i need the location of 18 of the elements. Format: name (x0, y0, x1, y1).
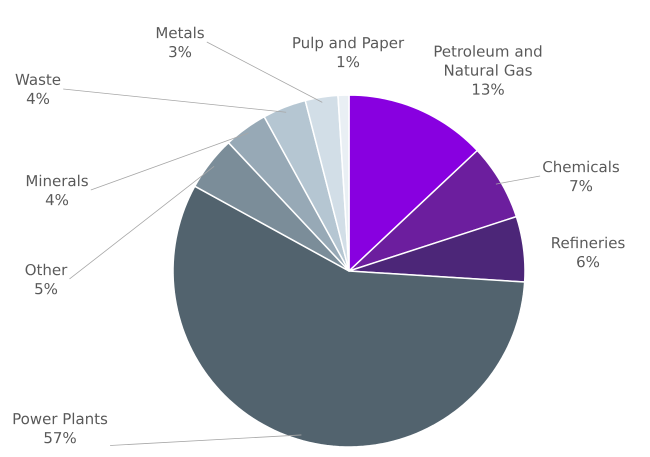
slice-label: Waste (16, 74, 60, 86)
slice-label: Pulp and Paper (293, 36, 404, 52)
slice-label: Chemicals (543, 160, 619, 172)
data-label: 6% (577, 256, 600, 268)
slice-label: Other (26, 264, 68, 276)
slice-label: Refineries (552, 236, 625, 248)
data-label: 3% (169, 46, 192, 58)
slice-label: Power Plants (14, 412, 108, 424)
slice-label: Petroleum and Natural Gas (434, 45, 542, 76)
data-label: 4% (26, 92, 50, 104)
slice-label: Minerals (26, 174, 88, 186)
data-label: 57% (44, 432, 76, 444)
data-label: 4% (46, 194, 68, 206)
data-label: 5% (35, 282, 58, 294)
data-label: 1% (338, 56, 360, 68)
slice-label: Metals (156, 26, 204, 38)
data-label: 13% (472, 83, 504, 95)
data-label: 7% (570, 180, 592, 192)
